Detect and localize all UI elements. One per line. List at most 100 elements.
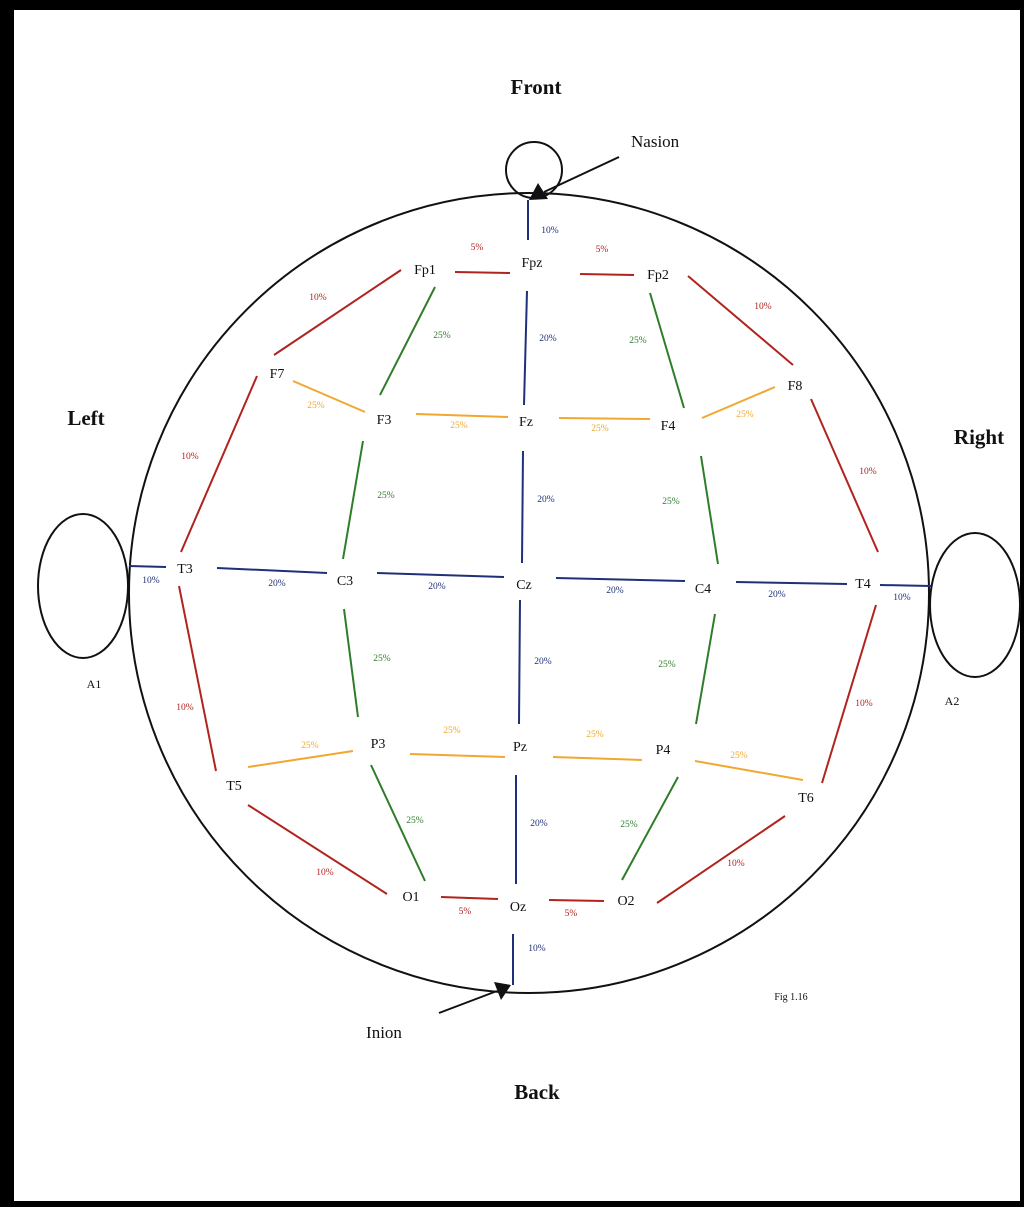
segment-line-p3-o1 — [370, 764, 426, 882]
percent-label-nasion-fpz: 10% — [541, 226, 559, 236]
percent-label-p3-o1: 25% — [406, 816, 424, 826]
percent-label-fpz-fp2: 5% — [596, 245, 609, 255]
electrode-cz: Cz — [516, 578, 532, 593]
segment-line-fpz-fz — [523, 290, 528, 406]
inion-arrowhead — [494, 982, 511, 1000]
segment-line-fp2-f8 — [687, 275, 794, 366]
percent-label-t4-t6: 10% — [855, 699, 873, 709]
percent-label-pz-oz: 20% — [530, 819, 548, 829]
segment-line-t4-t6 — [821, 604, 877, 784]
segment-line-c3-p3 — [343, 608, 359, 718]
direction-front: Front — [511, 75, 562, 99]
direction-left: Left — [67, 406, 104, 430]
percent-label-oz-o2: 5% — [565, 909, 578, 919]
percent-label-c3-p3: 25% — [373, 654, 391, 664]
percent-label-f3-c3: 25% — [377, 491, 395, 501]
segment-line-f3-fz — [415, 413, 509, 418]
segment-line-c4-p4 — [695, 613, 716, 725]
electrode-t6: T6 — [798, 791, 814, 806]
head-outline — [128, 192, 930, 994]
electrode-f7: F7 — [270, 367, 285, 382]
segment-line-fp2-f4 — [649, 292, 685, 409]
electrode-t3: T3 — [177, 562, 193, 577]
electrode-fz: Fz — [519, 415, 533, 430]
percent-label-fp1-f3: 25% — [433, 331, 451, 341]
segment-line-fpz-fp2 — [579, 273, 635, 276]
electrode-fp2: Fp2 — [647, 268, 669, 283]
segment-line-o1-oz — [440, 896, 499, 900]
percent-label-fpz-fz: 20% — [539, 334, 557, 344]
segment-line-f8-t4 — [810, 398, 879, 553]
percent-label-t3-c3: 20% — [268, 579, 286, 589]
left-ear — [37, 513, 129, 659]
right-ear — [929, 532, 1021, 678]
percent-label-oz-inion: 10% — [528, 944, 546, 954]
percent-labels: 10% 5% 5% 10% 10% 25% 20% 25% 25% 25% 25% 25% 10% 10%… — [142, 226, 911, 954]
electrode-fp1: Fp1 — [414, 263, 436, 278]
percent-label-fp2-f8: 10% — [754, 302, 772, 312]
segment-line-t5-p3 — [247, 750, 354, 768]
percent-label-fz-cz: 20% — [537, 495, 555, 505]
segment-line-fp1-f7 — [273, 269, 402, 356]
percent-label-cz-c4: 20% — [606, 586, 624, 596]
segment-line-f7-t3 — [180, 375, 258, 553]
segment-line-p4-o2 — [621, 776, 679, 881]
nasion-arrow-shaft — [543, 156, 620, 193]
segment-line-fz-f4 — [558, 417, 651, 420]
percent-label-fp1-f7: 10% — [309, 293, 327, 303]
electrode-fpz: Fpz — [522, 256, 543, 271]
percent-label-o1-oz: 5% — [459, 907, 472, 917]
percent-label-fz-f4: 25% — [591, 424, 609, 434]
percent-label-c4-p4: 25% — [658, 660, 676, 670]
segment-line-f3-c3 — [342, 440, 364, 560]
percent-label-f7-t3: 10% — [181, 452, 199, 462]
segment-line-fz-cz — [521, 450, 524, 564]
segment-line-t5-o1 — [247, 804, 388, 895]
percent-label-t4-a2: 10% — [893, 593, 911, 603]
inion-arrow-shaft — [438, 990, 498, 1014]
segment-line-pz-p4 — [552, 756, 643, 761]
percent-label-f8-t4: 10% — [859, 467, 877, 477]
segment-line-f4-c4 — [700, 455, 719, 565]
segment-line-p4-t6 — [694, 760, 804, 781]
percent-label-pz-p4: 25% — [586, 730, 604, 740]
electrode-f8: F8 — [788, 379, 803, 394]
percent-label-a1-t3: 10% — [142, 576, 160, 586]
segment-line-t4-a2 — [879, 584, 932, 587]
percent-label-t5-p3: 25% — [301, 741, 319, 751]
percent-label-f4-f8: 25% — [736, 410, 754, 420]
electrode-t5: T5 — [226, 779, 242, 794]
segment-line-a1-t3 — [128, 565, 167, 568]
nasion-label: Nasion — [631, 132, 680, 151]
nose — [505, 141, 563, 199]
segment-line-p3-pz — [409, 753, 506, 758]
segment-line-t6-o2 — [656, 815, 786, 904]
percent-label-fp1-fpz: 5% — [471, 243, 484, 253]
segment-line-t3-c3 — [216, 567, 328, 574]
segment-line-c4-t4 — [735, 581, 848, 585]
electrode-c3: C3 — [337, 574, 353, 589]
direction-back: Back — [514, 1080, 560, 1104]
electrode-p4: P4 — [656, 743, 671, 758]
percent-label-f3-fz: 25% — [450, 421, 468, 431]
percent-label-c3-cz: 20% — [428, 582, 446, 592]
electrode-t4: T4 — [855, 577, 871, 592]
percent-label-t3-t5: 10% — [176, 703, 194, 713]
percent-label-p4-o2: 25% — [620, 820, 638, 830]
percent-label-p3-pz: 25% — [443, 726, 461, 736]
electrode-f4: F4 — [661, 419, 676, 434]
electrode-f3: F3 — [377, 413, 392, 428]
segment-line-f4-f8 — [701, 386, 776, 419]
percent-label-f7-f3: 25% — [307, 401, 325, 411]
percent-label-cz-pz: 20% — [534, 657, 552, 667]
percent-label-c4-t4: 20% — [768, 590, 786, 600]
segment-lines — [128, 200, 932, 985]
segment-line-t3-t5 — [178, 585, 217, 772]
segment-line-fp1-fpz — [454, 271, 511, 274]
segment-line-c3-cz — [376, 572, 505, 578]
percent-label-fp2-f4: 25% — [629, 336, 647, 346]
ear-label-a2: A2 — [945, 694, 960, 708]
segment-line-cz-c4 — [555, 577, 686, 582]
percent-label-t6-o2: 10% — [727, 859, 745, 869]
